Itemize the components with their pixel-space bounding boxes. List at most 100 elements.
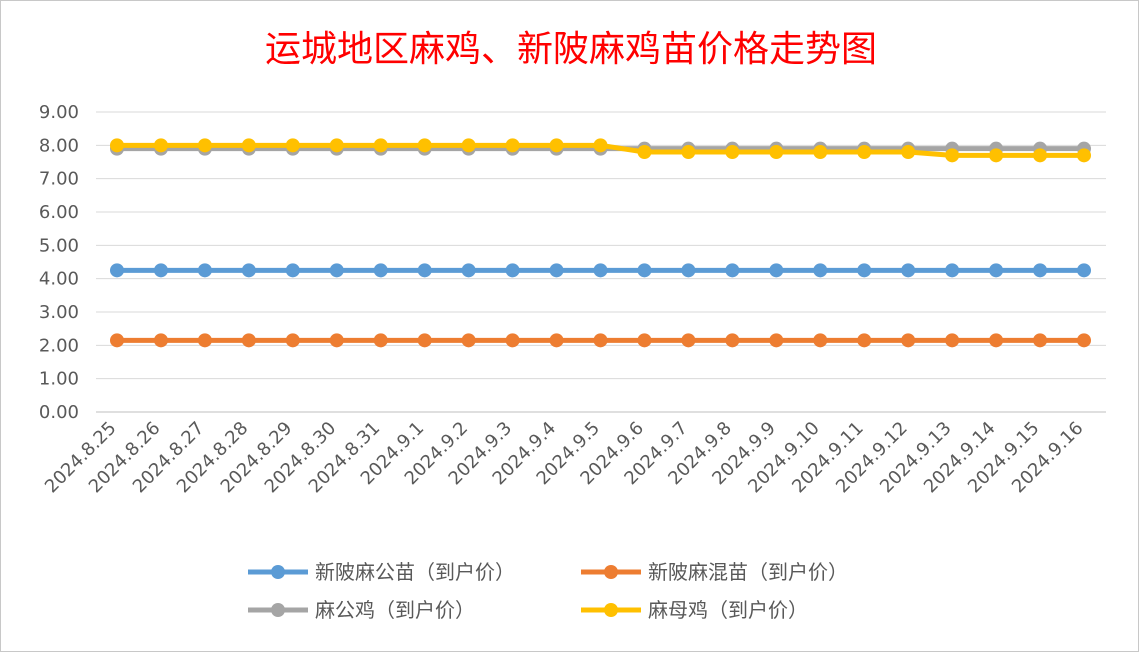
data-point [417, 263, 432, 278]
y-tick-label: 6.00 [39, 202, 79, 223]
y-tick-label: 8.00 [39, 135, 79, 156]
data-point [813, 333, 828, 348]
data-point [197, 263, 212, 278]
y-axis-labels: 0.00 1.00 2.00 3.00 4.00 5.00 6.00 7.00 8.00 9.00 [39, 102, 79, 423]
data-point [417, 138, 432, 153]
data-point [241, 263, 256, 278]
data-point [373, 263, 388, 278]
legend-label: 麻母鸡（到户价） [648, 598, 808, 622]
y-tick-label: 3.00 [39, 302, 79, 323]
data-point [197, 333, 212, 348]
legend-swatch-marker [271, 565, 285, 579]
legend-label: 新陂麻公苗（到户价） [315, 560, 515, 584]
series [110, 138, 1091, 163]
data-point [153, 263, 168, 278]
data-point [989, 263, 1004, 278]
data-point [197, 138, 212, 153]
data-point [989, 333, 1004, 348]
data-point [769, 333, 784, 348]
data-point [505, 333, 520, 348]
legend-entry: 麻公鸡（到户价） [248, 598, 475, 622]
data-point [110, 138, 124, 153]
y-tick-label: 0.00 [39, 402, 79, 423]
data-point [505, 138, 520, 153]
legend-label: 麻公鸡（到户价） [315, 598, 475, 622]
data-point [593, 333, 608, 348]
data-point [461, 333, 476, 348]
data-point [725, 333, 740, 348]
data-point [417, 333, 432, 348]
data-point [461, 263, 476, 278]
series [110, 263, 1091, 278]
y-tick-label: 4.00 [39, 269, 79, 290]
series-lines [110, 138, 1091, 348]
chart-title: 运城地区麻鸡、新陂麻鸡苗价格走势图 [265, 29, 877, 70]
data-point [989, 148, 1004, 163]
data-point [945, 333, 960, 348]
data-point [637, 333, 652, 348]
data-point [725, 145, 740, 159]
data-point [285, 263, 300, 278]
y-tick-label: 1.00 [39, 369, 79, 390]
data-point [1077, 333, 1091, 348]
data-point [1077, 148, 1091, 163]
data-point [1033, 263, 1048, 278]
data-point [945, 148, 960, 163]
data-point [637, 263, 652, 278]
legend: 新陂麻公苗（到户价） 新陂麻混苗（到户价） 麻公鸡（到户价） 麻母鸡（到户价） [248, 560, 848, 622]
data-point [110, 263, 124, 278]
y-tick-label: 9.00 [39, 102, 79, 123]
data-point [857, 145, 872, 159]
data-point [725, 263, 740, 278]
data-point [681, 145, 696, 159]
data-point [285, 138, 300, 153]
data-point [549, 263, 564, 278]
series [110, 333, 1091, 348]
data-point [461, 138, 476, 153]
data-point [1033, 333, 1048, 348]
data-point [637, 145, 652, 159]
data-point [769, 263, 784, 278]
data-point [505, 263, 520, 278]
legend-entry: 新陂麻公苗（到户价） [248, 560, 515, 584]
data-point [813, 145, 828, 159]
legend-entry: 新陂麻混苗（到户价） [581, 560, 848, 584]
data-point [373, 333, 388, 348]
data-point [857, 333, 872, 348]
data-point [1077, 263, 1091, 278]
data-point [901, 145, 916, 159]
y-tick-label: 7.00 [39, 169, 79, 190]
data-point [329, 138, 344, 153]
data-point [945, 263, 960, 278]
legend-label: 新陂麻混苗（到户价） [648, 560, 848, 584]
data-point [593, 138, 608, 153]
data-point [153, 333, 168, 348]
data-point [549, 138, 564, 153]
legend-swatch-marker [604, 565, 618, 579]
data-point [813, 263, 828, 278]
y-tick-label: 5.00 [39, 235, 79, 256]
data-point [241, 333, 256, 348]
data-point [110, 333, 124, 348]
data-point [901, 263, 916, 278]
data-point [901, 333, 916, 348]
data-point [681, 263, 696, 278]
y-tick-label: 2.00 [39, 335, 79, 356]
data-point [549, 333, 564, 348]
data-point [593, 263, 608, 278]
data-point [373, 138, 388, 153]
data-point [153, 138, 168, 153]
data-point [857, 263, 872, 278]
data-point [329, 333, 344, 348]
x-axis-labels: 2024.8.252024.8.262024.8.272024.8.282024… [41, 418, 1088, 498]
legend-swatch-marker [271, 603, 285, 617]
legend-entry: 麻母鸡（到户价） [581, 598, 808, 622]
data-point [769, 145, 784, 159]
data-point [329, 263, 344, 278]
data-point [285, 333, 300, 348]
legend-swatch-marker [604, 603, 618, 617]
data-point [241, 138, 256, 153]
data-point [681, 333, 696, 348]
